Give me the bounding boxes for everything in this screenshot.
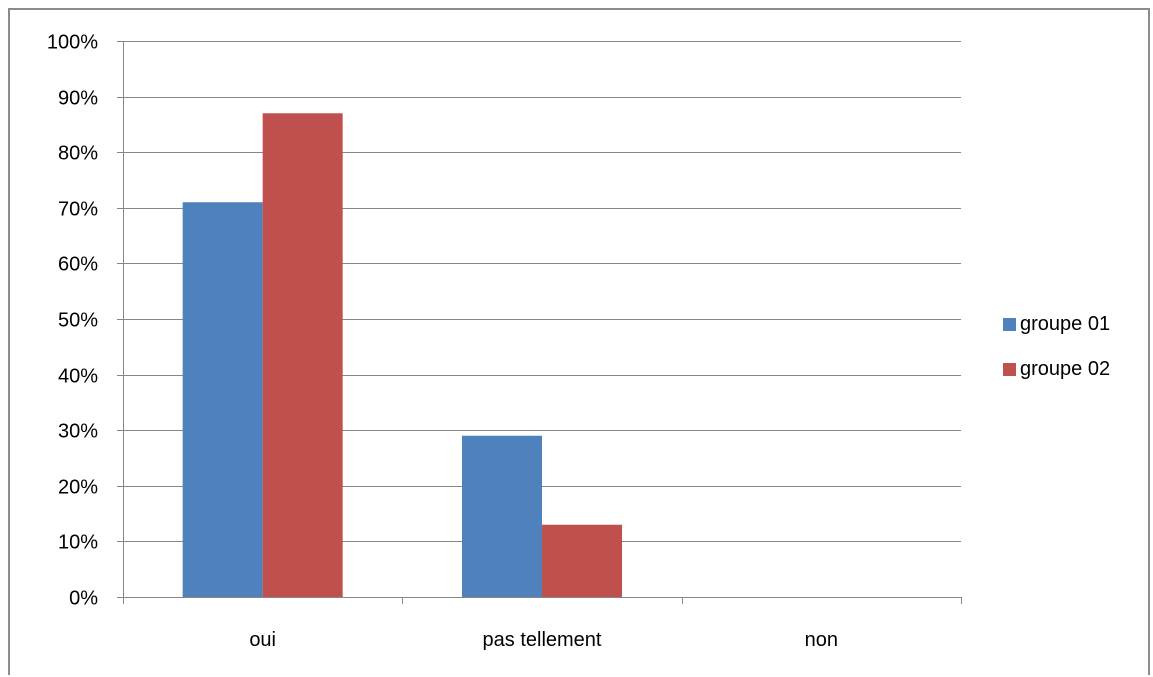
bars — [182, 113, 622, 598]
x-tick-labels: oui pas tellement non — [249, 629, 838, 651]
x-tick-label-2: pas tellement — [483, 629, 602, 651]
y-tick-label: 90% — [58, 88, 98, 110]
legend-item-series-1: groupe 01 — [1003, 310, 1110, 338]
y-tick-label: 100% — [47, 32, 98, 54]
legend-label-series-1: groupe 01 — [1020, 312, 1111, 335]
y-tick-label: 80% — [58, 143, 98, 165]
legend-swatch-series-2 — [1003, 362, 1016, 376]
y-tick-label: 60% — [58, 254, 98, 276]
legend: groupe 01 groupe 02 — [1003, 310, 1110, 400]
y-tick-label: 10% — [58, 532, 98, 554]
legend-label-series-2: groupe 02 — [1020, 357, 1111, 380]
y-tick-labels: 0% 10% 20% 30% 40% 50% 60% 70% 80% 90% 100% — [47, 32, 98, 610]
bar-1-2 — [462, 435, 542, 597]
bar-1-1 — [182, 202, 263, 598]
y-tick-label: 40% — [58, 366, 98, 388]
y-tick-label: 70% — [58, 199, 98, 221]
chart-frame — [8, 8, 1150, 675]
legend-swatch-series-1 — [1003, 317, 1016, 331]
x-tick-label-1: oui — [249, 629, 276, 651]
bar-2-1 — [262, 113, 343, 597]
y-tick-label: 0% — [69, 588, 98, 610]
y-tick-label: 50% — [58, 310, 98, 332]
y-tick-label: 20% — [58, 477, 98, 499]
y-tick-label: 30% — [58, 421, 98, 443]
x-tick-label-3: non — [805, 629, 838, 651]
bar-2-2 — [542, 524, 622, 597]
axes — [117, 41, 962, 604]
legend-item-series-2: groupe 02 — [1003, 355, 1110, 383]
